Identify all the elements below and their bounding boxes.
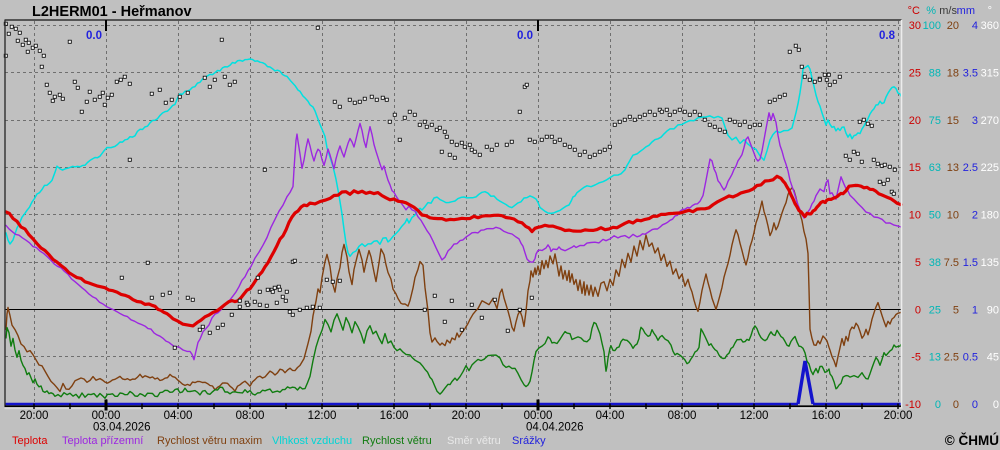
svg-text:-5: -5 <box>911 352 921 364</box>
svg-text:08:00: 08:00 <box>668 410 697 422</box>
svg-text:0.0: 0.0 <box>86 30 102 42</box>
svg-text:5: 5 <box>915 257 921 269</box>
svg-text:12:00: 12:00 <box>308 410 337 422</box>
svg-text:1: 1 <box>972 304 978 316</box>
svg-text:25: 25 <box>929 304 941 316</box>
svg-text:© ČHMÚ: © ČHMÚ <box>945 433 999 448</box>
svg-text:10: 10 <box>909 210 921 222</box>
svg-text:90: 90 <box>987 304 999 316</box>
svg-text:5: 5 <box>953 304 959 316</box>
svg-text:3.5: 3.5 <box>963 67 978 79</box>
svg-text:2.5: 2.5 <box>944 352 959 364</box>
svg-text:Rychlost větru maxim: Rychlost větru maxim <box>157 435 262 447</box>
svg-text:25: 25 <box>909 67 921 79</box>
svg-text:45: 45 <box>987 352 999 364</box>
svg-text:0.5: 0.5 <box>963 352 978 364</box>
svg-text:20: 20 <box>909 115 921 127</box>
svg-text:mm: mm <box>957 5 975 17</box>
svg-text:0.8: 0.8 <box>879 30 896 42</box>
svg-text:04:00: 04:00 <box>596 410 625 422</box>
svg-text:00:00: 00:00 <box>524 410 553 422</box>
svg-text:03.04.2026: 03.04.2026 <box>93 422 151 434</box>
svg-text:Rychlost větru: Rychlost větru <box>362 435 432 447</box>
svg-text:1.5: 1.5 <box>963 257 978 269</box>
svg-text:4: 4 <box>972 20 978 32</box>
svg-text:7.5: 7.5 <box>944 257 959 269</box>
svg-text:0: 0 <box>935 399 941 411</box>
svg-text:Teplota: Teplota <box>12 435 48 447</box>
svg-text:16:00: 16:00 <box>812 410 841 422</box>
svg-text:38: 38 <box>929 257 941 269</box>
svg-text:0: 0 <box>953 399 959 411</box>
svg-text:%: % <box>926 5 936 17</box>
svg-text:04:00: 04:00 <box>164 410 193 422</box>
svg-text:Teplota přízemní: Teplota přízemní <box>62 435 143 447</box>
svg-text:13: 13 <box>947 162 959 174</box>
svg-text:20:00: 20:00 <box>20 410 49 422</box>
svg-text:270: 270 <box>981 115 999 127</box>
svg-text:88: 88 <box>929 67 941 79</box>
svg-text:2.5: 2.5 <box>963 162 978 174</box>
svg-text:360: 360 <box>981 20 999 32</box>
svg-text:00:00: 00:00 <box>92 410 121 422</box>
svg-text:10: 10 <box>947 210 959 222</box>
svg-text:18: 18 <box>947 67 959 79</box>
svg-text:75: 75 <box>929 115 941 127</box>
svg-text:04.04.2026: 04.04.2026 <box>526 422 584 434</box>
svg-text:0: 0 <box>972 399 978 411</box>
svg-text:0: 0 <box>915 304 921 316</box>
svg-text:16:00: 16:00 <box>380 410 409 422</box>
svg-text:Srážky: Srážky <box>512 435 546 447</box>
svg-text:Vlhkost vzduchu: Vlhkost vzduchu <box>272 435 352 447</box>
svg-text:15: 15 <box>909 162 921 174</box>
svg-text:50: 50 <box>929 210 941 222</box>
svg-text:m/s: m/s <box>939 5 957 17</box>
svg-text:135: 135 <box>981 257 999 269</box>
svg-text:63: 63 <box>929 162 941 174</box>
svg-text:2: 2 <box>972 210 978 222</box>
svg-text:180: 180 <box>981 210 999 222</box>
svg-text:315: 315 <box>981 67 999 79</box>
svg-text:08:00: 08:00 <box>236 410 265 422</box>
svg-text:Směr větru: Směr větru <box>447 435 501 447</box>
svg-text:3: 3 <box>972 115 978 127</box>
svg-text:L2HERM01 - Heřmanov: L2HERM01 - Heřmanov <box>32 4 192 20</box>
svg-text:0.0: 0.0 <box>517 30 533 42</box>
svg-text:°C: °C <box>908 5 920 17</box>
svg-text:225: 225 <box>981 162 999 174</box>
svg-text:13: 13 <box>929 352 941 364</box>
svg-text:20:00: 20:00 <box>884 410 913 422</box>
svg-text:0: 0 <box>993 399 999 411</box>
svg-text:100: 100 <box>923 20 941 32</box>
svg-text:-10: -10 <box>905 399 921 411</box>
svg-text:20:00: 20:00 <box>452 410 481 422</box>
svg-text:20: 20 <box>947 20 959 32</box>
svg-text:12:00: 12:00 <box>740 410 769 422</box>
svg-text:30: 30 <box>909 20 921 32</box>
svg-text:15: 15 <box>947 115 959 127</box>
svg-text:°: ° <box>988 5 992 17</box>
